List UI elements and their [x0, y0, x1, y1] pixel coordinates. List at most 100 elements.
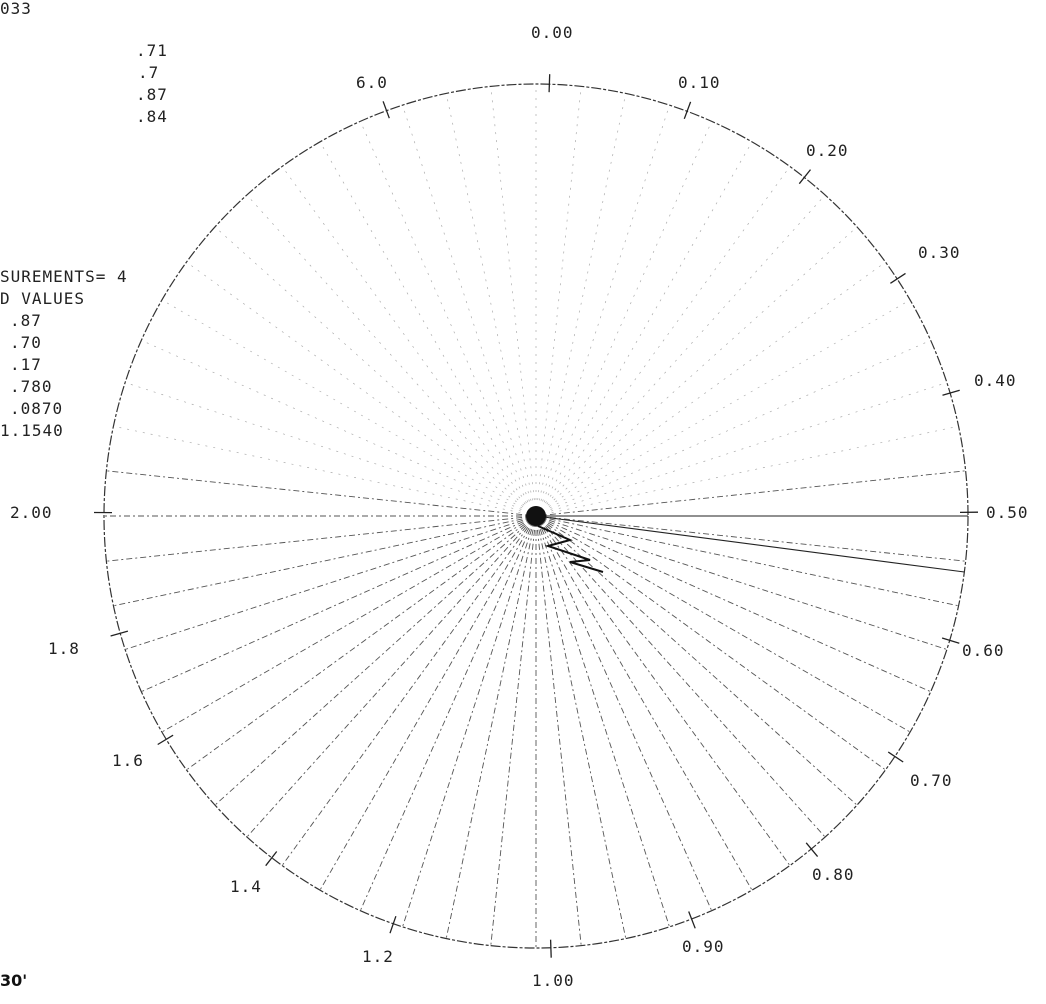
radial-line: [359, 121, 537, 517]
radial-line: [535, 515, 959, 607]
tick-mark: [389, 915, 397, 934]
radial-line: [445, 515, 537, 939]
stat-value-1: .87: [10, 311, 42, 330]
stat-value-4: .780: [10, 377, 53, 396]
measurements-label: SUREMENTS= 4: [0, 267, 128, 286]
radial-line: [535, 104, 670, 517]
radial-line: [319, 141, 537, 517]
tick-mark: [683, 101, 692, 120]
stat-value-6: 1.1540: [0, 421, 64, 440]
tick-label: 6.0: [356, 73, 388, 92]
radial-line: [281, 515, 537, 866]
tick-label: 1.8: [48, 639, 80, 658]
radial-line: [124, 515, 537, 650]
radial-line: [319, 515, 537, 891]
radial-line: [161, 299, 537, 517]
footer-fragment: 30': [0, 971, 27, 990]
radial-line: [535, 515, 931, 693]
top-value-2: .7: [138, 63, 159, 82]
header-fragment: 033: [0, 0, 32, 18]
radial-line: [535, 515, 582, 946]
radial-line: [535, 339, 931, 517]
radial-line: [214, 226, 537, 517]
tick-mark: [942, 389, 960, 396]
tick-label: 0.70: [910, 771, 953, 790]
tick-label: 0.50: [986, 503, 1029, 522]
tick-mark: [890, 272, 906, 284]
radial-line: [124, 382, 537, 517]
top-value-1: .71: [136, 41, 168, 60]
radial-line: [113, 425, 537, 517]
tick-mark: [265, 851, 278, 867]
tick-marks: [93, 74, 979, 958]
tick-mark: [941, 637, 960, 644]
lightning-icon: [537, 525, 604, 573]
tick-label: 0.40: [974, 371, 1017, 390]
center-marker: [526, 506, 546, 526]
radial-line: [246, 515, 537, 838]
tick-label: 0.90: [682, 937, 725, 956]
tick-mark: [798, 169, 812, 185]
radial-line: [535, 515, 713, 911]
stat-value-2: .70: [10, 333, 42, 352]
tick-label: 1.4: [230, 877, 262, 896]
stat-value-5: .0870: [10, 399, 63, 418]
tick-mark: [110, 630, 129, 637]
tick-label: 1.00: [532, 971, 575, 990]
tick-labels: 0.00 0.10 0.20 0.30 0.40 0.50 0.60 0.70 0.80 0.90…: [10, 23, 1029, 990]
radial-line: [186, 261, 537, 517]
radial-line: [535, 515, 753, 891]
radial-line: [113, 515, 537, 607]
radial-line: [535, 515, 826, 838]
radial-line: [246, 194, 537, 517]
radial-line: [490, 515, 537, 946]
tick-label: 1.6: [112, 751, 144, 770]
radial-line: [214, 515, 537, 806]
radial-line: [161, 515, 537, 733]
radial-line: [186, 515, 537, 771]
radial-line: [402, 104, 537, 517]
radial-line: [535, 425, 959, 517]
tick-mark: [688, 911, 696, 929]
radial-line: [535, 226, 858, 517]
radial-line: [535, 515, 911, 733]
tick-mark: [548, 74, 551, 93]
radial-line: [106, 515, 537, 562]
radial-lines: [104, 84, 968, 948]
radial-line: [535, 515, 858, 806]
radial-line: [535, 261, 886, 517]
tick-label: 1.2: [362, 947, 394, 966]
tick-label: 0.80: [812, 865, 855, 884]
tick-mark: [382, 101, 390, 119]
radial-line: [535, 515, 886, 771]
tick-label: 0.30: [918, 243, 961, 262]
radial-line: [535, 515, 670, 928]
top-value-3: .87: [136, 85, 168, 104]
radial-line: [106, 470, 537, 517]
radial-line: [535, 515, 966, 562]
tick-label: 0.60: [962, 641, 1005, 660]
radial-line: [359, 515, 537, 911]
radial-line: [535, 515, 948, 650]
tick-mark: [549, 939, 552, 958]
radial-line: [490, 86, 537, 517]
radial-line: [535, 166, 791, 517]
stat-value-3: .17: [10, 355, 42, 374]
tick-label: 0.10: [678, 73, 721, 92]
tick-mark: [887, 751, 904, 763]
radial-line: [535, 470, 966, 517]
radial-line: [535, 93, 627, 517]
radial-line: [535, 121, 713, 517]
radial-line: [445, 93, 537, 517]
tick-mark: [157, 734, 174, 746]
tick-label: 2.00: [10, 503, 53, 522]
radial-line: [535, 515, 791, 866]
radial-line: [535, 299, 911, 517]
radial-line: [535, 515, 627, 939]
radial-line: [402, 515, 537, 928]
radial-line: [141, 339, 537, 517]
tick-mark: [805, 842, 819, 858]
radial-line: [535, 86, 582, 517]
tick-label: 0.00: [531, 23, 574, 42]
